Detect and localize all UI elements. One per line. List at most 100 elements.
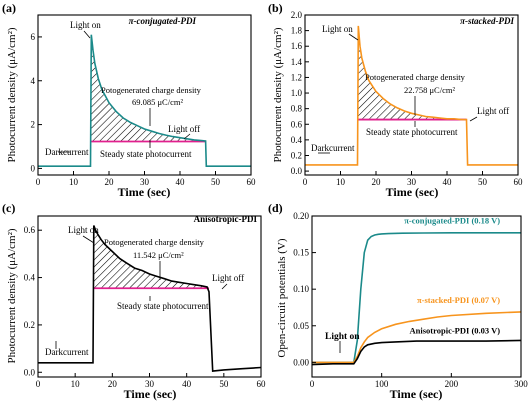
annotation-arrows — [318, 33, 478, 154]
plot-area: 0 10 20 30 40 50 60 0.0 0.2 0.4 0.6 — [24, 215, 267, 389]
y-axis-label: Photocurrent density (μA/cm²) — [6, 27, 18, 162]
y-tick-label: 2 — [31, 120, 36, 130]
series-label: Anisotropic-PDI (0.03 V) — [410, 325, 501, 335]
y-tick-label: 0.4 — [24, 273, 36, 283]
light-on-label: Light on — [68, 225, 99, 235]
y-axis-label: Photocurrent density (μA/cm²) — [272, 27, 284, 162]
x-tick-label: 40 — [443, 177, 453, 187]
charge-density-hatch — [93, 225, 209, 292]
y-tick-label: 1.8 — [291, 26, 303, 36]
charge-label: Potogenerated charge density — [365, 72, 466, 82]
x-tick-label: 10 — [71, 379, 81, 389]
charge-density-hatch — [91, 34, 206, 142]
y-tick-label: 0.2 — [291, 150, 302, 160]
x-tick-label: 50 — [478, 177, 488, 187]
panel-title: Anisotropic-PDI — [194, 214, 258, 224]
x-axis-label: Time (sec) — [118, 185, 171, 199]
panel-c: (c) 0 10 20 30 40 50 60 0.0 0.2 0.4 0.6 Anisotropi… — [2, 201, 266, 401]
x-tick-label: 50 — [219, 379, 229, 389]
y-tick-label: 0 — [31, 163, 36, 173]
steady-label: Steady state photocurrent — [117, 301, 209, 311]
x-tick-label: 60 — [247, 177, 257, 187]
series-line — [305, 25, 518, 166]
x-tick-label: 0 — [36, 177, 41, 187]
series-line — [38, 34, 251, 167]
series-line — [311, 339, 522, 366]
y-tick-label: 0.05 — [293, 321, 309, 331]
panel-d: (d) π-conjugated-PDI (0.18 V) π-stacked-P… — [268, 201, 528, 401]
panel-letter: (c) — [2, 201, 15, 215]
plot-area: π-conjugated-PDI (0.18 V) π-stacked-PDI (… — [293, 211, 528, 389]
y-tick-label: 0.8 — [291, 104, 303, 114]
x-tick-label: 30 — [145, 379, 155, 389]
y-tick-label: 1.4 — [291, 57, 303, 67]
x-tick-label: 10 — [69, 177, 79, 187]
light-on-label: Light on — [70, 20, 101, 30]
y-tick-label: 0.4 — [291, 135, 303, 145]
x-tick-label: 0 — [36, 379, 41, 389]
series-line — [312, 311, 522, 364]
x-tick-label: 30 — [140, 177, 150, 187]
x-tick-label: 20 — [372, 177, 382, 187]
annotation-arrows — [58, 30, 191, 153]
light-off-label: Light off — [168, 124, 200, 134]
y-axis-label: Open-circuit potentials (V) — [276, 238, 288, 357]
light-on-label: Light on — [325, 332, 360, 342]
x-axis-label: Time (sec) — [390, 387, 443, 401]
panel-title: π-conjugated-PDI — [129, 16, 197, 26]
y-tick-label: 2.0 — [291, 10, 303, 20]
plot-area: 0 10 20 30 40 50 60 0 2 4 6 — [31, 14, 257, 187]
panel-letter: (b) — [268, 1, 283, 15]
series-label: π-conjugated-PDI (0.18 V) — [404, 216, 500, 226]
x-tick-label: 300 — [514, 379, 528, 389]
light-off-label: Light off — [477, 106, 509, 116]
annotation-arrows — [55, 235, 228, 349]
x-tick-label: 20 — [105, 177, 115, 187]
charge-label: Potogenerated charge density — [104, 237, 205, 247]
y-tick-label: 1.0 — [291, 88, 303, 98]
panel-letter: (a) — [2, 1, 16, 15]
charge-density-hatch — [358, 25, 467, 120]
x-tick-label: 0 — [310, 379, 315, 389]
x-tick-label: 200 — [445, 379, 459, 389]
y-tick-label: 1.2 — [291, 72, 302, 82]
steady-label: Steady state photocurrent — [366, 127, 458, 137]
series-line — [312, 232, 521, 364]
charge-value: 22.758 μC/cm² — [404, 85, 455, 95]
plot-area: 0 10 20 30 40 50 60 0.0 0.2 0.4 0.6 0.8 1.0 1.2 1.4 1.6… — [291, 10, 523, 187]
x-tick-label: 20 — [108, 379, 118, 389]
x-tick-label: 100 — [375, 379, 389, 389]
x-tick-label: 60 — [257, 379, 267, 389]
panel-a: (a) 0 10 20 30 40 50 60 0 2 4 6 π-conjugated-PDI T… — [2, 1, 256, 199]
y-tick-label: 4 — [31, 76, 36, 86]
x-tick-label: 50 — [211, 177, 221, 187]
panel-letter: (d) — [268, 201, 283, 215]
y-tick-label: 0.10 — [293, 284, 309, 294]
plot-frame — [311, 215, 522, 378]
y-tick-label: 0.6 — [291, 119, 303, 129]
y-tick-label: 0.6 — [24, 225, 36, 235]
x-tick-label: 40 — [176, 177, 186, 187]
y-tick-label: 1.6 — [291, 41, 303, 51]
panel-title: π-stacked-PDI — [460, 16, 514, 26]
y-tick-label: 0.15 — [293, 248, 309, 258]
series-label: π-stacked-PDI (0.07 V) — [417, 295, 500, 305]
x-tick-label: 60 — [514, 177, 524, 187]
y-tick-label: 0.0 — [291, 166, 303, 176]
charge-value: 69.085 μC/cm² — [132, 97, 183, 107]
x-axis-label: Time (sec) — [386, 185, 439, 199]
light-off-label: Light off — [212, 273, 244, 283]
charge-value: 11.542 μC/cm² — [133, 250, 184, 260]
x-tick-label: 10 — [336, 177, 346, 187]
darkcurrent-label: Darkcurrent — [311, 143, 355, 153]
y-tick-label: 0.2 — [24, 320, 35, 330]
y-tick-label: 0.00 — [293, 357, 309, 367]
darkcurrent-label: Darkcurrent — [45, 347, 89, 357]
panel-b: (b) 0 10 20 30 40 50 60 0.0 0.2 0.4 0.6 0.8 1.0 1.2 1.… — [268, 1, 523, 199]
steady-label: Steady state photocurrent — [100, 149, 192, 159]
x-axis-label: Time (sec) — [124, 387, 177, 401]
x-tick-label: 30 — [407, 177, 417, 187]
y-axis-label: Photocurrent density (μA/cm²) — [6, 228, 18, 363]
y-tick-label: 0.20 — [293, 211, 309, 221]
